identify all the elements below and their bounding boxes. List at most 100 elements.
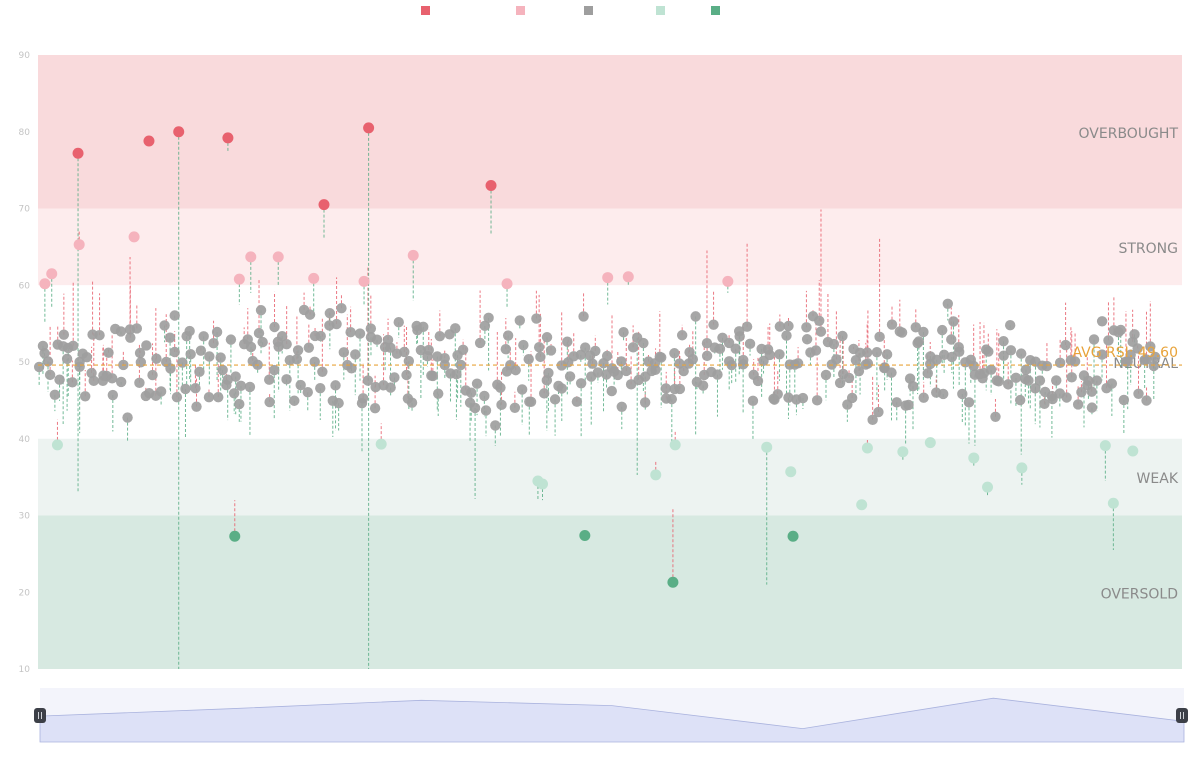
navigator-right-handle[interactable] (1176, 708, 1188, 723)
legend-swatch-oversold (711, 6, 720, 15)
data-point-neutral (678, 365, 689, 377)
data-point-neutral (1141, 354, 1152, 365)
data-point-overbought (173, 126, 185, 138)
data-point-neutral (968, 360, 979, 372)
data-point-neutral (302, 387, 313, 398)
data-point-neutral (801, 322, 812, 333)
data-point-neutral (990, 411, 1001, 422)
data-point-neutral (946, 351, 958, 363)
data-point-neutral (403, 355, 415, 367)
data-point-strong (602, 272, 614, 284)
data-point-strong (272, 251, 284, 263)
data-point-neutral (801, 334, 813, 345)
data-point-neutral (169, 346, 180, 358)
data-point-neutral (983, 346, 994, 357)
data-point-neutral (886, 319, 898, 330)
data-point-neutral (42, 356, 54, 367)
data-point-weak (1016, 462, 1028, 474)
y-tick-label: 20 (19, 588, 31, 598)
data-point-neutral (1125, 349, 1136, 360)
data-point-neutral (985, 364, 997, 375)
data-point-neutral (330, 380, 341, 391)
data-point-neutral (317, 366, 328, 377)
data-point-neutral (346, 363, 357, 374)
data-point-neutral (1086, 386, 1097, 397)
data-point-neutral (578, 311, 589, 322)
data-point-neutral (861, 347, 873, 358)
data-point-neutral (134, 377, 145, 389)
data-point-neutral (792, 358, 804, 369)
data-point-neutral (474, 337, 486, 349)
data-point-neutral (131, 323, 143, 334)
data-point-neutral (618, 327, 629, 338)
data-point-neutral (234, 398, 245, 410)
data-point-neutral (655, 352, 667, 363)
data-point-neutral (772, 388, 783, 400)
data-point-neutral (457, 344, 469, 356)
data-point-neutral (708, 319, 719, 330)
data-point-strong (722, 275, 734, 287)
data-point-neutral (350, 349, 361, 360)
data-point-neutral (180, 383, 191, 395)
data-point-neutral (871, 347, 883, 358)
data-point-neutral (896, 327, 908, 338)
data-point-neutral (1133, 388, 1144, 400)
data-point-neutral (1005, 345, 1017, 356)
data-point-neutral (734, 331, 745, 342)
data-point-weak (924, 437, 936, 449)
data-point-weak (761, 441, 773, 453)
data-point-neutral (281, 338, 292, 350)
data-point-neutral (815, 326, 827, 337)
data-point-neutral (523, 354, 534, 365)
data-point-neutral (225, 334, 237, 345)
navigator-left-handle[interactable] (34, 708, 46, 723)
data-point-neutral (39, 348, 50, 359)
y-tick-label: 80 (19, 128, 31, 138)
data-point-neutral (638, 337, 649, 349)
data-point-neutral (621, 365, 632, 377)
data-point-neutral (957, 388, 968, 400)
data-point-neutral (837, 330, 848, 342)
data-point-neutral (592, 367, 604, 378)
data-point-neutral (171, 392, 183, 403)
data-point-neutral (357, 393, 369, 404)
data-point-neutral (324, 308, 336, 319)
data-point-neutral (1030, 383, 1041, 394)
data-point-neutral (810, 345, 822, 356)
data-point-neutral (303, 342, 315, 353)
data-point-neutral (1047, 393, 1058, 405)
data-point-strong (73, 239, 85, 251)
data-point-neutral (480, 405, 492, 416)
data-point-neutral (676, 330, 688, 341)
data-point-neutral (191, 401, 202, 412)
data-point-neutral (541, 332, 553, 343)
data-point-neutral (106, 373, 118, 384)
data-point-neutral (1069, 356, 1081, 367)
data-point-neutral (385, 382, 396, 393)
data-point-neutral (1041, 360, 1053, 372)
data-point-neutral (450, 323, 461, 334)
data-point-neutral (612, 369, 623, 381)
data-point-neutral (697, 380, 709, 391)
data-point-neutral (953, 341, 964, 353)
data-point-neutral (338, 347, 350, 358)
data-point-neutral (228, 388, 240, 399)
data-point-neutral (222, 374, 233, 385)
y-tick-label: 50 (19, 358, 31, 368)
data-point-neutral (103, 347, 114, 358)
data-point-neutral (54, 374, 65, 385)
data-point-overbought (72, 147, 84, 159)
data-point-neutral (744, 338, 756, 350)
data-point-neutral (820, 369, 832, 381)
data-point-neutral (538, 388, 550, 399)
data-point-neutral (556, 383, 567, 394)
legend-swatch-strong (516, 6, 525, 15)
data-point-neutral (891, 397, 902, 408)
data-point-neutral (253, 327, 265, 339)
data-point-neutral (509, 402, 521, 414)
data-point-neutral (1148, 360, 1159, 372)
data-point-neutral (169, 310, 180, 321)
data-point-neutral (1020, 364, 1032, 375)
zone-label-overbought: OVERBOUGHT (1079, 126, 1179, 142)
